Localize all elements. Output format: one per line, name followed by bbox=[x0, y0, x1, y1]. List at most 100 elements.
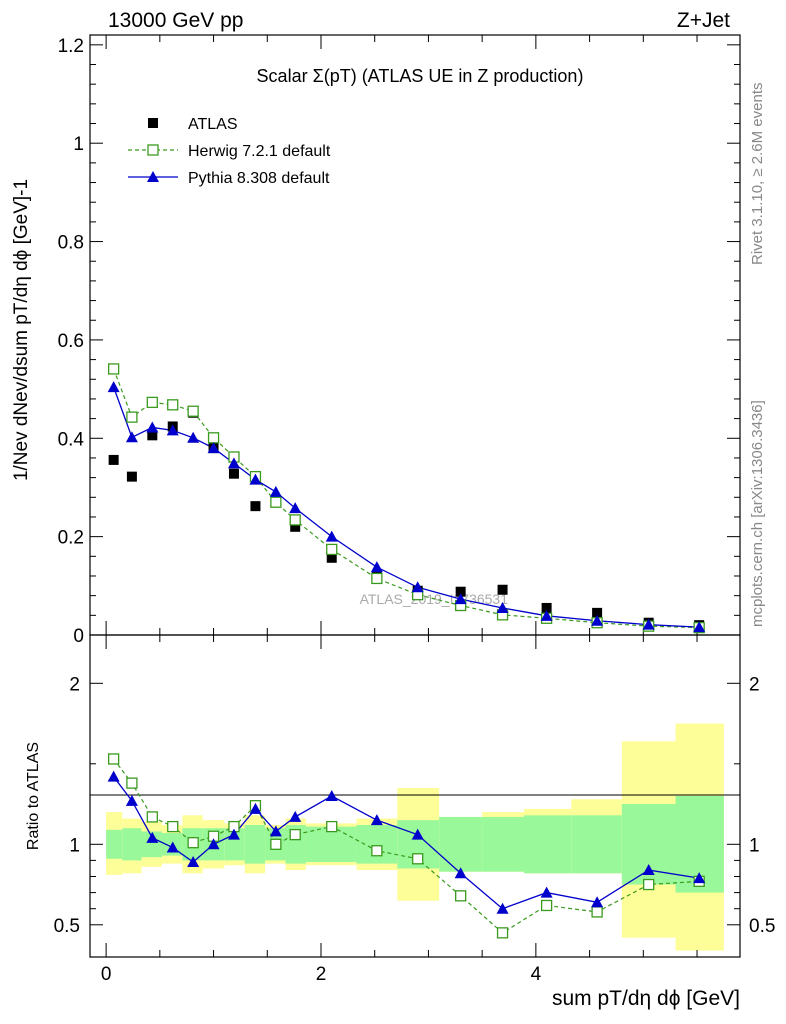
herwig-point bbox=[371, 572, 383, 585]
band-inner-bin bbox=[524, 815, 572, 874]
atlas-point bbox=[326, 552, 337, 563]
y-tick-label: 0.6 bbox=[58, 331, 84, 352]
atlas-point bbox=[126, 471, 137, 482]
pythia-point bbox=[693, 621, 706, 633]
atlas-point bbox=[228, 468, 239, 479]
x-tick-label: 0 bbox=[101, 964, 112, 985]
pythia-ratio-point bbox=[269, 825, 282, 837]
pythia-ratio-point bbox=[187, 856, 200, 868]
ratio-y-tick-label-right: 1 bbox=[749, 835, 760, 856]
band-inner-bin bbox=[571, 815, 622, 874]
herwig-point bbox=[146, 396, 158, 409]
pythia-point bbox=[207, 442, 220, 454]
ratio-axis-ticks: 0.5 0.5 1 1 2 2 0 2 4 bbox=[54, 635, 775, 985]
pythia-point bbox=[411, 581, 424, 593]
pythia-point bbox=[269, 485, 282, 497]
herwig-ratio-point bbox=[107, 753, 120, 765]
ratio-y-tick-label: 1 bbox=[69, 835, 80, 856]
legend: ATLAS Herwig 7.2.1 default Pythia 8.308 … bbox=[128, 116, 331, 187]
herwig-ratio-point bbox=[126, 777, 138, 789]
pythia-point bbox=[642, 618, 655, 630]
ratio-y-tick-label: 2 bbox=[69, 674, 80, 695]
herwig-line bbox=[113, 368, 700, 629]
pythia-point bbox=[249, 473, 262, 485]
herwig-point bbox=[207, 432, 220, 444]
band-inner-bin bbox=[122, 828, 142, 861]
legend-label-atlas: ATLAS bbox=[188, 116, 238, 133]
ratio-y-axis-label: Ratio to ATLAS bbox=[25, 742, 42, 850]
atlas-point bbox=[497, 584, 508, 595]
pythia-point bbox=[146, 421, 159, 433]
legend-label-pythia: Pythia 8.308 default bbox=[188, 170, 330, 187]
ratio-y-tick-label-right: 0.5 bbox=[749, 916, 775, 937]
herwig-point bbox=[270, 496, 282, 508]
band-inner-bin bbox=[482, 816, 525, 872]
ratio-y-tick-label-right: 2 bbox=[749, 674, 760, 695]
pythia-point bbox=[125, 431, 138, 443]
legend-label-herwig: Herwig 7.2.1 default bbox=[188, 143, 331, 160]
atlas-point bbox=[147, 430, 158, 441]
ratio-panel: 0.5 0.5 1 1 2 2 0 2 4 Ratio to ATLAS sum pT/dη d… bbox=[25, 634, 775, 1010]
pythia-ratio-point bbox=[540, 886, 553, 898]
herwig-point bbox=[107, 363, 120, 375]
pythia-ratio-point bbox=[370, 814, 383, 826]
herwig-ratio-point bbox=[591, 906, 603, 918]
pythia-ratio-point bbox=[249, 802, 262, 814]
pythia-point bbox=[289, 502, 302, 514]
herwig-point bbox=[187, 405, 199, 417]
atlas-point bbox=[290, 521, 301, 532]
herwig-ratio-point bbox=[412, 853, 424, 865]
pythia-ratio-point bbox=[125, 794, 138, 806]
pythia-point bbox=[496, 601, 509, 613]
main-panel: ATLAS_2019_I1736531 00.20.40.60.811.2 Sc… bbox=[11, 34, 741, 647]
herwig-ratio-point bbox=[167, 820, 179, 833]
pythia-point bbox=[540, 609, 553, 621]
pythia-ratio-point bbox=[411, 828, 424, 840]
band-inner-bin bbox=[141, 831, 162, 858]
y-tick-label: 1.2 bbox=[58, 36, 84, 57]
pythia-point bbox=[454, 593, 467, 605]
ratio-series-layer bbox=[107, 753, 706, 939]
x-axis-label: sum pT/dη dϕ [GeV] bbox=[552, 987, 740, 1010]
herwig-ratio-point bbox=[540, 899, 553, 912]
pythia-ratio-point bbox=[325, 790, 338, 801]
pythia-ratio-point bbox=[289, 810, 302, 822]
y-tick-label: 0 bbox=[73, 626, 84, 647]
pythia-ratio-point bbox=[642, 864, 655, 876]
atlas-point bbox=[541, 602, 552, 613]
x-tick-label: 4 bbox=[531, 964, 542, 985]
pythia-point bbox=[166, 424, 179, 436]
herwig-point bbox=[289, 514, 301, 526]
atlas-point bbox=[455, 586, 466, 597]
main-y-axis-label: 1/Nev dNev/dsum pT/dη dϕ [GeV]-1 bbox=[11, 179, 32, 481]
main-axis-ticks: 0 0.2 0.4 0.6 0.8 1 1.2 bbox=[58, 35, 740, 647]
band-inner-bin bbox=[439, 816, 483, 872]
pythia-point bbox=[370, 561, 383, 573]
y-tick-label: 0.2 bbox=[58, 528, 84, 549]
y-tick-label: 1 bbox=[73, 134, 84, 155]
pythia-ratio-point bbox=[207, 838, 220, 850]
herwig-ratio-point bbox=[371, 845, 383, 857]
pythia-point bbox=[591, 614, 604, 626]
herwig-ratio-point bbox=[187, 837, 199, 849]
y-tick-label: 0.4 bbox=[58, 429, 85, 450]
main-plot-title: Scalar Σ(pT) (ATLAS UE in Z production) bbox=[257, 66, 584, 86]
header-process-label: Z+Jet bbox=[677, 9, 730, 32]
pythia-ratio-point bbox=[454, 867, 467, 879]
header-beam-label: 13000 GeV pp bbox=[108, 9, 243, 32]
pythia-ratio-point bbox=[166, 841, 179, 853]
atlas-point bbox=[250, 501, 261, 512]
ratio-y-tick-label: 0.5 bbox=[54, 916, 80, 937]
pythia-ratio-point bbox=[693, 872, 706, 884]
band-inner-bin bbox=[244, 824, 266, 864]
pythia-point bbox=[325, 530, 338, 542]
pythia-ratio-point bbox=[591, 896, 604, 908]
pythia-point bbox=[187, 431, 200, 443]
pythia-ratio-point bbox=[146, 831, 159, 843]
legend-marker-atlas bbox=[148, 118, 158, 128]
pythia-ratio-point bbox=[496, 902, 509, 914]
herwig-ratio-point bbox=[270, 838, 282, 850]
pythia-ratio-point bbox=[107, 770, 120, 782]
pythia-point bbox=[227, 457, 240, 469]
